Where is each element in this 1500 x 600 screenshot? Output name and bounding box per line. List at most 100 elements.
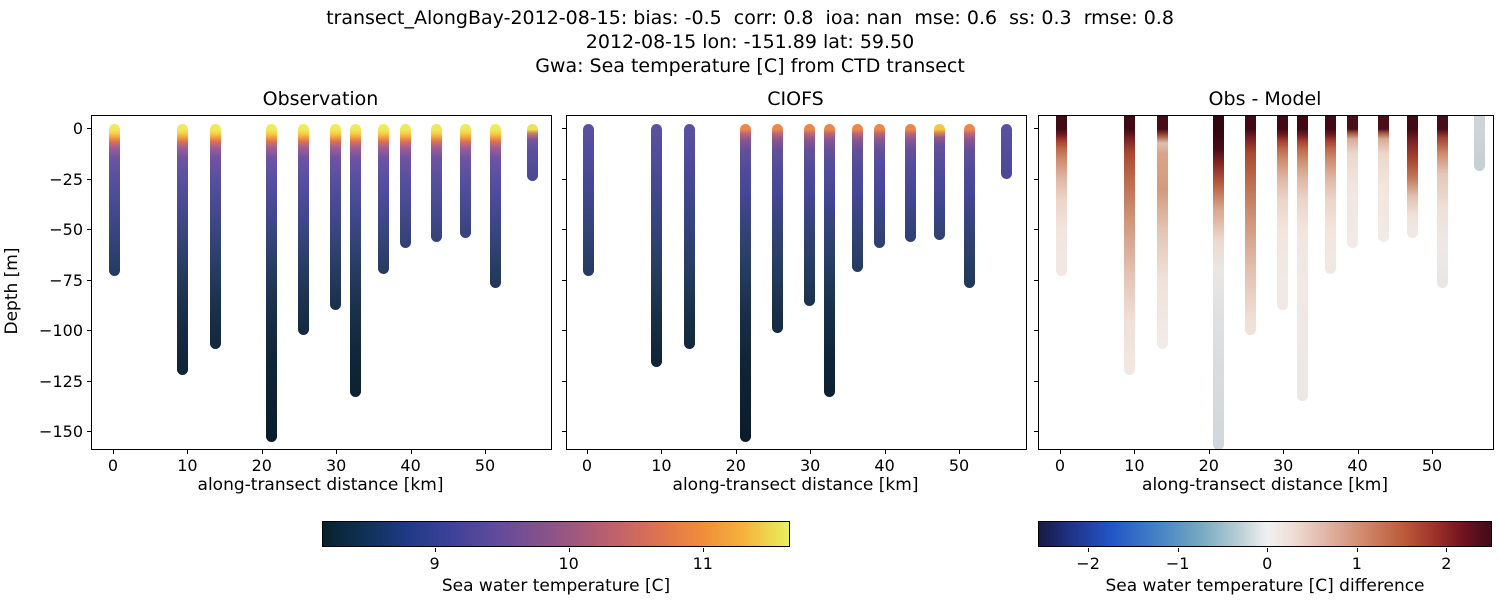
profile-column [1437,116,1449,288]
y-tick-label: 0 [72,119,83,138]
colorbar-tick-label: 11 [692,554,713,573]
x-tick-mark [261,450,263,454]
profile-column [804,123,816,307]
profile-column [1213,116,1225,449]
profile-column [1001,123,1013,179]
colorbar-tick-mark [568,548,570,552]
profile-column [874,123,886,248]
x-tick-mark [810,450,812,454]
y-tick-label: −100 [39,321,83,340]
profile-column [266,123,278,442]
y-tick-mark [87,431,91,432]
x-tick-label: 50 [1421,456,1443,475]
profile-column [650,123,662,367]
x-tick-label: 0 [581,456,593,475]
colorbar-tick-mark [702,548,704,552]
x-tick-mark [1357,450,1359,454]
panel-title-obs-model: Obs - Model [1208,88,1322,110]
colorbar-tick-mark [434,548,436,552]
profile-column [824,123,836,398]
profile-column [904,123,916,242]
x-tick-label: 20 [1198,456,1219,475]
profile-column [350,123,362,398]
y-tick-mark [562,380,566,382]
y-tick-label: −25 [49,169,83,189]
x-tick-mark [485,450,486,454]
x-axis-label: along-transect distance [km] [1142,475,1388,495]
profile-column [851,123,863,272]
y-tick-mark [1034,178,1038,180]
colorbar-tick-label: 10 [558,554,579,573]
x-tick-label: 40 [1347,456,1368,475]
profile-column [430,123,442,242]
y-tick-mark [87,279,91,281]
y-tick-mark [562,431,566,432]
y-axis-label: Depth [m] [2,247,22,335]
x-tick-label: 0 [107,456,119,475]
x-tick-mark [587,450,588,454]
x-tick-label: 50 [948,456,970,475]
x-tick-mark [1134,450,1136,454]
profile-column [460,123,472,238]
suptitle-line-1: transect_AlongBay-2012-08-15: bias: -0.5… [326,7,1174,29]
x-tick-label: 40 [874,456,895,475]
profile-column [964,123,976,288]
y-tick-mark [1034,279,1038,281]
y-tick-mark [562,330,566,331]
panel-title-observation: Observation [262,88,379,110]
profile-column [1324,116,1336,274]
panel-ciofs [566,115,1027,450]
y-tick-mark [1034,380,1038,382]
x-tick-mark [187,450,189,454]
x-tick-label: 20 [251,456,272,475]
y-tick-mark [562,279,566,281]
colorbar-tick-mark [1088,548,1090,552]
profile-column [490,123,502,288]
y-tick-mark [562,178,566,180]
colorbar-temperature [322,521,790,547]
x-tick-mark [735,450,737,454]
profile-column [772,123,784,333]
x-tick-label: 50 [474,456,496,475]
profile-column [527,123,539,181]
y-tick-mark [87,178,91,180]
profile-column [740,123,752,442]
colorbar-label: Sea water temperature [C] [441,576,671,596]
y-tick-mark [562,229,566,230]
x-tick-label: 0 [1054,456,1066,475]
x-tick-label: 30 [326,456,347,475]
profile-column [1407,116,1419,238]
x-tick-mark [1432,450,1433,454]
colorbar-tick-label: 0 [1262,554,1273,573]
y-tick-mark [1034,128,1038,129]
x-tick-mark [336,450,338,454]
x-tick-label: 30 [800,456,821,475]
profile-column [400,123,412,248]
profile-column [1277,116,1289,311]
y-tick-label: −50 [49,220,83,239]
profile-column [1377,116,1389,242]
profile-column [1297,116,1309,402]
y-tick-mark [87,128,91,129]
x-tick-label: 10 [177,456,198,475]
colorbar-difference [1038,521,1492,547]
profile-column [1245,116,1257,335]
colorbar-tick-mark [1356,548,1358,552]
profile-column [934,123,946,240]
y-tick-mark [87,330,91,331]
colorbar-label: Sea water temperature [C] difference [1105,576,1425,596]
colorbar-tick-mark [1446,548,1448,552]
profile-column [330,123,342,311]
panel-obs-model [1038,115,1494,450]
x-tick-mark [410,450,412,454]
x-tick-mark [884,450,886,454]
y-tick-label: −125 [39,371,83,391]
suptitle-line-3: Gwa: Sea temperature [C] from CTD transe… [535,55,965,77]
colorbar-tick-label: −2 [1076,554,1100,573]
colorbar-tick-label: 9 [429,554,440,573]
x-tick-label: 10 [651,456,672,475]
profile-column [108,123,120,276]
x-axis-label: along-transect distance [km] [197,475,444,495]
x-tick-mark [959,450,960,454]
